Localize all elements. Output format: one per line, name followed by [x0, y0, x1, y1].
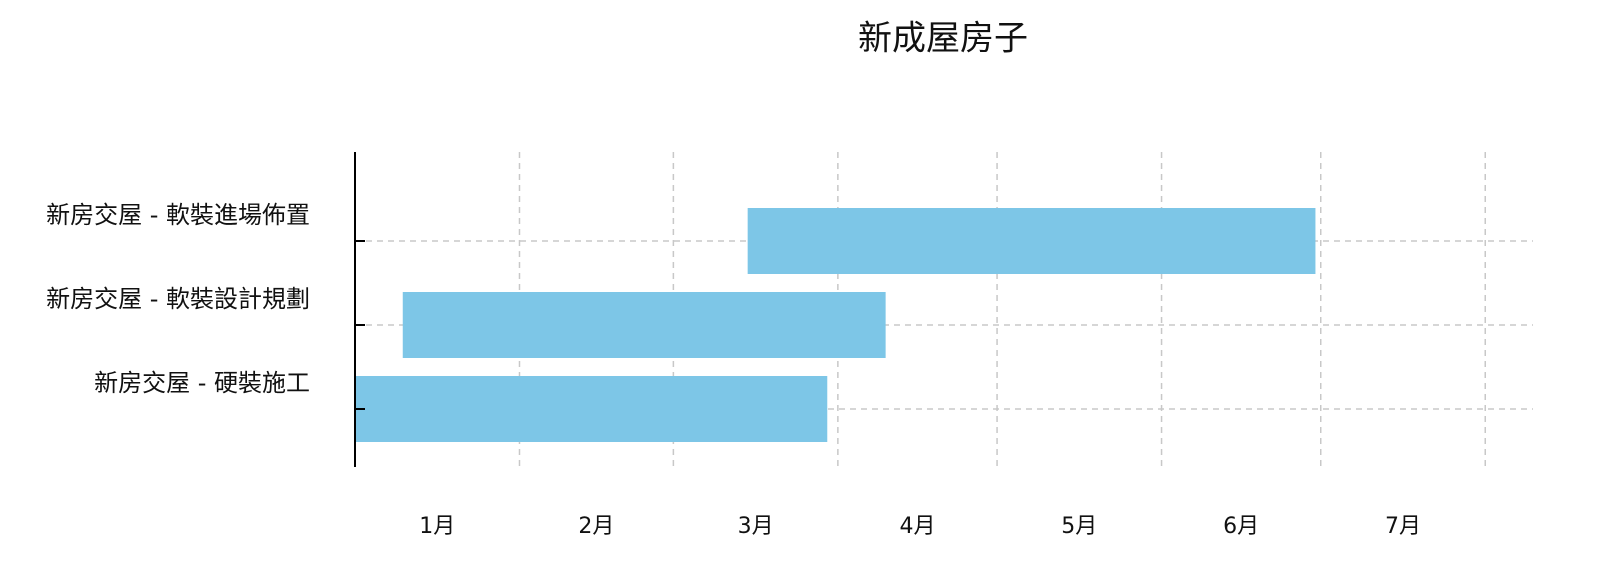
x-tick-label: 5月: [1061, 514, 1097, 539]
x-tick-label: 2月: [578, 514, 614, 539]
chart-title: 新成屋房子: [858, 19, 1028, 59]
bar: [355, 376, 828, 442]
x-tick-label: 7月: [1385, 514, 1421, 539]
bar: [402, 292, 886, 358]
x-tick-label: 3月: [738, 514, 774, 539]
x-tick-label: 4月: [899, 514, 935, 539]
bar: [747, 208, 1316, 274]
y-tick-label: 新房交屋 - 硬裝施工: [94, 369, 310, 397]
y-tick-label: 新房交屋 - 軟裝進場佈置: [46, 201, 310, 229]
x-tick-label: 1月: [419, 514, 455, 539]
y-tick-label: 新房交屋 - 軟裝設計規劃: [46, 285, 310, 313]
x-tick-label: 6月: [1223, 514, 1259, 539]
